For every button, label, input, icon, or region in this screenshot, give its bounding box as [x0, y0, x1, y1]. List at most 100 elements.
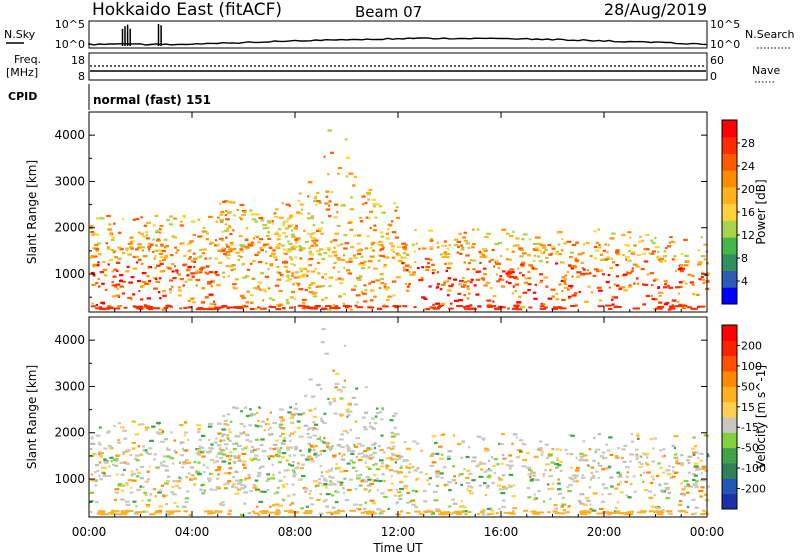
echo-cell [100, 466, 106, 469]
echo-cell [605, 467, 608, 470]
echo-cell [674, 456, 678, 459]
echo-cell [451, 283, 454, 286]
echo-cell [315, 200, 321, 203]
echo-cell [408, 266, 412, 269]
echo-cell [432, 303, 435, 306]
echo-cell [375, 412, 380, 415]
echo-cell [414, 229, 417, 232]
echo-cell [443, 466, 447, 469]
echo-cell [411, 489, 415, 492]
echo-cell [531, 474, 537, 477]
echo-cell [315, 250, 321, 253]
echo-cell [310, 503, 314, 506]
echo-cell [484, 235, 489, 239]
echo-cell [285, 482, 289, 486]
echo-cell [110, 231, 113, 234]
echo-cell [497, 305, 503, 308]
echo-cell [576, 466, 580, 469]
echo-cell [376, 477, 379, 480]
echo-cell [117, 484, 121, 487]
echo-cell [447, 262, 453, 265]
echo-cell [355, 437, 360, 440]
echo-cell [485, 449, 491, 452]
echo-cell [224, 229, 229, 232]
echo-cell [513, 276, 518, 280]
echo-cell [253, 307, 258, 310]
echo-cell [425, 308, 430, 310]
echo-cell [591, 466, 595, 469]
echo-cell [131, 472, 136, 476]
echo-cell [581, 510, 589, 513]
echo-cell [114, 285, 118, 289]
echo-cell [310, 449, 313, 452]
echo-cell [327, 129, 332, 132]
echo-cell [201, 252, 206, 255]
echo-cell [582, 454, 588, 457]
echo-cell [608, 286, 611, 289]
echo-cell [107, 263, 110, 266]
echo-cell [197, 473, 202, 476]
echo-cell [275, 511, 279, 514]
echo-cell [431, 452, 434, 455]
echo-cell [297, 199, 301, 203]
echo-cell [522, 274, 525, 277]
echo-cell [642, 480, 645, 483]
echo-cell [193, 265, 196, 269]
echo-cell [128, 281, 133, 284]
echo-cell [272, 222, 275, 225]
echo-cell [167, 475, 171, 478]
echo-cell [513, 484, 516, 487]
echo-cell [479, 255, 484, 258]
echo-cell [699, 495, 703, 498]
echo-cell [183, 510, 188, 513]
echo-cell [168, 512, 174, 515]
echo-cell [225, 482, 230, 485]
velocity-frame [88, 316, 708, 518]
echo-cell [206, 466, 209, 469]
echo-cell [459, 252, 463, 255]
echo-cell [392, 445, 396, 448]
echo-cell [139, 486, 145, 489]
echo-cell [170, 455, 173, 459]
echo-cell [398, 495, 401, 498]
nsearch-label: N.Search [745, 28, 795, 41]
echo-cell [486, 305, 494, 308]
echo-cell [181, 466, 185, 469]
echo-cell [685, 260, 690, 263]
echo-cell [158, 277, 162, 280]
echo-cell [375, 415, 377, 418]
echo-cell [691, 498, 696, 501]
echo-cell [197, 428, 201, 431]
echo-cell [627, 259, 632, 262]
echo-cell [497, 476, 502, 479]
echo-cell [694, 512, 697, 515]
echo-cell [366, 191, 371, 195]
echo-cell [650, 252, 655, 255]
echo-cell [546, 456, 550, 459]
echo-cell [463, 231, 467, 234]
echo-cell [251, 277, 256, 280]
echo-cell [383, 495, 388, 498]
echo-cell [396, 491, 402, 494]
echo-cell [353, 403, 359, 406]
echo-cell [460, 248, 465, 251]
echo-cell [258, 500, 264, 503]
echo-cell [131, 420, 136, 423]
echo-cell [289, 439, 292, 443]
echo-cell [564, 278, 568, 281]
echo-cell [221, 460, 227, 463]
echo-cell [364, 201, 368, 205]
echo-cell [243, 211, 247, 214]
echo-cell [388, 469, 394, 472]
echo-cell [331, 239, 335, 242]
echo-cell [638, 465, 643, 468]
echo-cell [179, 242, 182, 245]
echo-cell [369, 210, 374, 213]
echo-cell [135, 217, 140, 221]
echo-cell [131, 447, 136, 450]
echo-cell [431, 272, 435, 275]
echo-cell [139, 485, 143, 488]
echo-cell [367, 306, 375, 309]
